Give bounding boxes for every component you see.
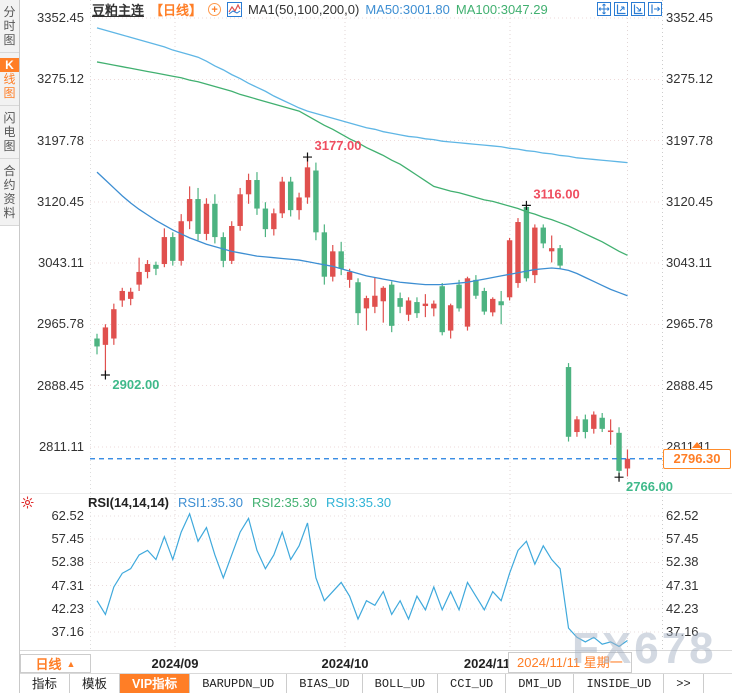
toolbar-item-cci-ud[interactable]: CCI_UD bbox=[438, 674, 507, 693]
toolbar-item-bias-ud[interactable]: BIAS_UD bbox=[287, 674, 363, 693]
symbol-name[interactable]: 豆粕主连 bbox=[92, 3, 145, 18]
y-axis-zoom-icon[interactable] bbox=[614, 2, 628, 16]
rsi2-value: RSI2:35.30 bbox=[251, 495, 318, 510]
sidebar-tab-char: 图 bbox=[3, 86, 16, 100]
price-annotation: 3116.00 bbox=[533, 186, 579, 201]
sidebar-tab-2[interactable]: 闪电图 bbox=[0, 106, 19, 159]
ma50-value: MA50:3001.80 bbox=[365, 2, 450, 17]
period-selector-label: 日线 bbox=[35, 657, 62, 672]
price-annotation: 2766.00 bbox=[626, 479, 673, 494]
rsi-label[interactable]: RSI(14,14,14) bbox=[88, 495, 169, 510]
toolbar-item--[interactable]: 指标 bbox=[20, 674, 71, 693]
price-up-arrow-icon bbox=[692, 442, 702, 448]
indicator-settings-icon[interactable] bbox=[21, 496, 34, 509]
ma-settings-label[interactable]: MA1(50,100,200,0) bbox=[248, 2, 360, 17]
triangle-up-icon: ▲ bbox=[66, 658, 76, 669]
bottom-toolbar: 指标 模板 VIP指标 BARUPDN_UD BIAS_UD BOLL_UD CCI_UD D… bbox=[20, 673, 732, 693]
rsi3-value: RSI3:35.30 bbox=[326, 495, 392, 510]
toolbar-item-boll-ud[interactable]: BOLL_UD bbox=[363, 674, 439, 693]
sidebar-tab-char: 分 bbox=[3, 5, 16, 19]
sidebar-tab-char: 线 bbox=[3, 72, 16, 86]
sidebar-tab-char: 合 bbox=[3, 164, 16, 178]
chart-tool-icons bbox=[597, 2, 662, 16]
ma100-value: MA100:3047.29 bbox=[455, 2, 548, 17]
ma-lines-layer bbox=[96, 27, 628, 297]
sidebar-tab-char: 闪 bbox=[3, 111, 16, 125]
chart-header: 豆粕主连 【日线】 + MA1(50,100,200,0) MA50:3001.… bbox=[92, 1, 548, 18]
sidebar-tab-char: 时 bbox=[3, 19, 16, 33]
date-tooltip: 2024/11/11 星期一 bbox=[508, 652, 632, 673]
chart-type-icon[interactable] bbox=[227, 2, 243, 17]
rsi1-value: RSI1:35.30 bbox=[177, 495, 243, 510]
sidebar-tab-char: 图 bbox=[3, 139, 16, 153]
rsi-line bbox=[96, 512, 628, 648]
rsi-header: RSI(14,14,14) RSI1:35.30 RSI2:35.30 RSI3… bbox=[88, 495, 391, 510]
toolbar-item-vip-[interactable]: VIP指标 bbox=[120, 674, 191, 693]
candles-layer bbox=[94, 157, 631, 478]
price-annotation: 3177.00 bbox=[315, 138, 362, 153]
sidebar-tab-0[interactable]: 分时图 bbox=[0, 0, 19, 53]
ma100-line bbox=[96, 61, 628, 256]
sidebar-tab-3[interactable]: 合约资料 bbox=[0, 159, 19, 226]
toolbar-item-inside-ud[interactable]: INSIDE_UD bbox=[574, 674, 665, 693]
sidebar-tab-char: 电 bbox=[3, 125, 16, 139]
markers-layer: 3177.00 3116.00 2902.00 2766.00 bbox=[100, 138, 673, 494]
toolbar-item-barupdn-ud[interactable]: BARUPDN_UD bbox=[190, 674, 288, 693]
grid-layer bbox=[20, 0, 732, 651]
sidebar-tab-char: 料 bbox=[3, 206, 16, 220]
sidebar-tab-char: 图 bbox=[3, 33, 16, 47]
add-indicator-icon[interactable]: + bbox=[208, 3, 222, 16]
toolbar-item--[interactable]: 模板 bbox=[70, 674, 121, 693]
crosshair-move-icon[interactable] bbox=[597, 2, 611, 16]
price-annotation: 2902.00 bbox=[112, 377, 159, 392]
ma50-line bbox=[96, 171, 628, 297]
sidebar-tab-char: 约 bbox=[3, 178, 16, 192]
pan-right-icon[interactable] bbox=[648, 2, 662, 16]
period-selector-button[interactable]: 日线 ▲ bbox=[20, 654, 91, 673]
sidebar-tab-char: 资 bbox=[3, 192, 16, 206]
toolbar-item--[interactable]: >> bbox=[664, 674, 704, 693]
x-axis-zoom-icon[interactable] bbox=[631, 2, 645, 16]
last-price-badge: 2796.30 bbox=[663, 449, 731, 469]
sidebar-tab-char: K bbox=[0, 58, 19, 72]
ma200-line bbox=[96, 27, 628, 164]
period-tag: 【日线】 bbox=[150, 3, 203, 18]
toolbar-item-dmi-ud[interactable]: DMI_UD bbox=[506, 674, 575, 693]
